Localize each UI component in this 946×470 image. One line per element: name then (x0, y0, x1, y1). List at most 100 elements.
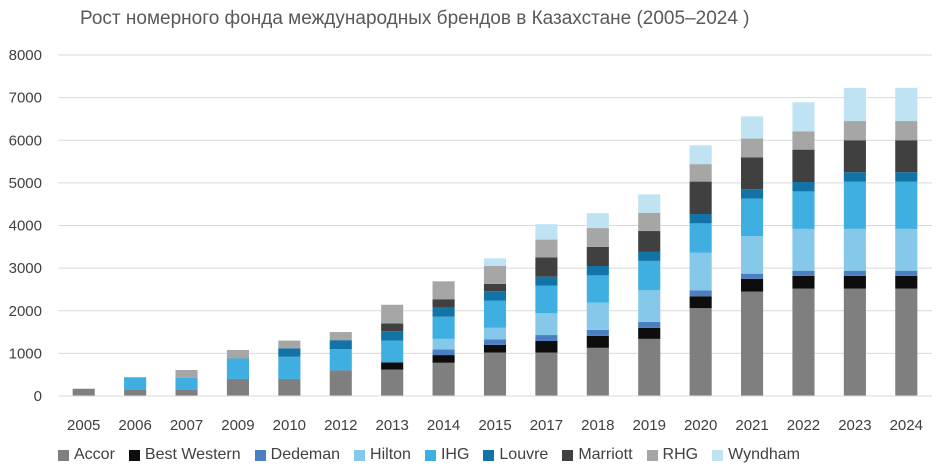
legend-item-best-western: Best Western (128, 446, 241, 464)
legend-label: Louvre (499, 446, 549, 463)
bar-segment-marriott-2022 (792, 149, 815, 183)
bar-segment-ihg-2021 (741, 198, 764, 237)
bar-segment-best-western-2022 (792, 275, 815, 289)
bar-segment-dedeman-2020 (689, 290, 712, 297)
bar-segment-louvre-2015 (483, 291, 507, 301)
legend-swatch (424, 449, 436, 461)
bar-segment-accor-2018 (586, 347, 609, 396)
bar-segment-rhg-2022 (792, 131, 815, 150)
bar-segment-hilton-2014 (432, 338, 455, 350)
legend-swatch (58, 449, 69, 461)
bar-segment-dedeman-2023 (843, 270, 866, 276)
x-tick-label: 2020 (684, 417, 717, 434)
bar-segment-ihg-2013 (381, 340, 404, 363)
x-tick-label: 2007 (170, 417, 203, 434)
legend-swatch (646, 449, 658, 461)
bar-segment-rhg-2023 (843, 121, 866, 141)
legend-item-marriott: Marriott (562, 446, 633, 464)
x-tick-label: 2005 (67, 417, 100, 434)
bar-segment-accor-2019 (638, 338, 661, 396)
bar-segment-accor-2007 (175, 389, 198, 396)
legend-label: Accor (74, 446, 115, 463)
bar-segment-accor-2024 (895, 288, 918, 396)
bar-segment-accor-2020 (689, 308, 712, 396)
bar-segment-rhg-2017 (535, 239, 558, 258)
legend-label: Wyndham (728, 446, 800, 463)
y-tick-label: 2000 (9, 303, 42, 320)
bar-segment-accor-2017 (535, 352, 558, 396)
bar-segment-ihg-2023 (843, 181, 866, 229)
bar-segment-hilton-2015 (483, 327, 507, 340)
bar-segment-accor-2023 (843, 288, 866, 396)
bar-segment-marriott-2021 (741, 157, 764, 190)
bar-segment-accor-2012 (329, 370, 352, 396)
bar-segment-marriott-2017 (535, 257, 558, 277)
y-tick-label: 0 (34, 388, 42, 405)
bar-segment-marriott-2018 (586, 246, 609, 266)
bar-segment-rhg-2024 (895, 121, 918, 141)
chart-legend: Accor Best Western Dedeman Hilton IHG Louvre M… (58, 446, 938, 464)
bar-segment-rhg-2010 (278, 340, 301, 349)
y-tick-label: 1000 (9, 345, 42, 362)
x-tick-label: 2019 (633, 417, 666, 434)
bar-segment-accor-2013 (381, 369, 404, 396)
bar-segment-hilton-2017 (535, 313, 558, 336)
bar-segment-marriott-2019 (638, 231, 661, 252)
bar-segment-rhg-2019 (638, 212, 661, 232)
bar-segment-ihg-2009 (226, 358, 249, 379)
bar-segment-best-western-2021 (741, 278, 764, 292)
bar-segment-hilton-2020 (689, 252, 712, 291)
chart-title: Рост номерного фонда международных бренд… (80, 8, 750, 29)
legend-item-dedeman: Dedeman (254, 446, 340, 464)
bar-segment-ihg-2012 (329, 349, 352, 371)
legend-label: Marriott (578, 446, 633, 463)
bar-segment-best-western-2020 (689, 296, 712, 309)
bar-segment-wyndham-2019 (638, 194, 661, 213)
x-tick-label: 2023 (838, 417, 871, 434)
bar-segment-louvre-2017 (535, 276, 558, 286)
bar-segment-accor-2006 (124, 389, 147, 396)
bar-segment-rhg-2021 (741, 138, 764, 158)
bar-segment-hilton-2018 (586, 302, 609, 330)
bar-segment-accor-2015 (483, 352, 507, 396)
bar-segment-wyndham-2023 (843, 87, 866, 122)
x-tick-label: 2009 (221, 417, 254, 434)
legend-swatch (254, 449, 266, 461)
bar-segment-dedeman-2021 (741, 273, 764, 279)
y-tick-label: 6000 (9, 132, 42, 149)
bar-segment-dedeman-2022 (792, 270, 815, 276)
bar-segment-wyndham-2015 (483, 258, 507, 266)
bar-segment-ihg-2024 (895, 181, 918, 229)
bar-segment-louvre-2020 (689, 213, 712, 224)
bar-segment-dedeman-2019 (638, 321, 661, 328)
bar-segment-rhg-2014 (432, 281, 455, 300)
bar-segment-ihg-2019 (638, 260, 661, 291)
bar-segment-ihg-2015 (483, 300, 507, 328)
bar-segment-rhg-2018 (586, 228, 609, 247)
stacked-bar-chart: 0 1000 2000 3000 4000 5000 6000 7000 8000 2005 200… (9, 47, 932, 434)
legend-label: IHG (440, 446, 470, 463)
bar-segment-best-western-2015 (483, 344, 507, 353)
legend-swatch (354, 449, 366, 461)
bar-segment-louvre-2024 (895, 172, 918, 182)
bar-segment-rhg-2013 (381, 304, 404, 324)
bar-segment-marriott-2013 (381, 323, 404, 332)
x-tick-label: 2017 (530, 417, 563, 434)
bar-segment-accor-2010 (278, 378, 301, 396)
legend-label: Best Western (144, 446, 241, 463)
bar-segment-dedeman-2017 (535, 335, 558, 342)
bar-segment-wyndham-2018 (586, 213, 609, 229)
bar-segment-hilton-2023 (843, 228, 866, 271)
bar-segment-rhg-2007 (175, 369, 198, 378)
legend-label: Hilton (370, 446, 411, 463)
bar-segment-louvre-2012 (329, 340, 352, 350)
bar-segment-dedeman-2018 (586, 329, 609, 336)
bar-segment-best-western-2014 (432, 355, 455, 363)
bar-segment-rhg-2020 (689, 164, 712, 182)
bar-segment-rhg-2009 (226, 349, 249, 359)
bar-segment-ihg-2007 (175, 377, 198, 390)
y-tick-label: 4000 (9, 218, 42, 235)
bar-segment-dedeman-2015 (483, 339, 507, 345)
bar-segment-best-western-2018 (586, 335, 609, 348)
bar-segment-marriott-2020 (689, 181, 712, 214)
